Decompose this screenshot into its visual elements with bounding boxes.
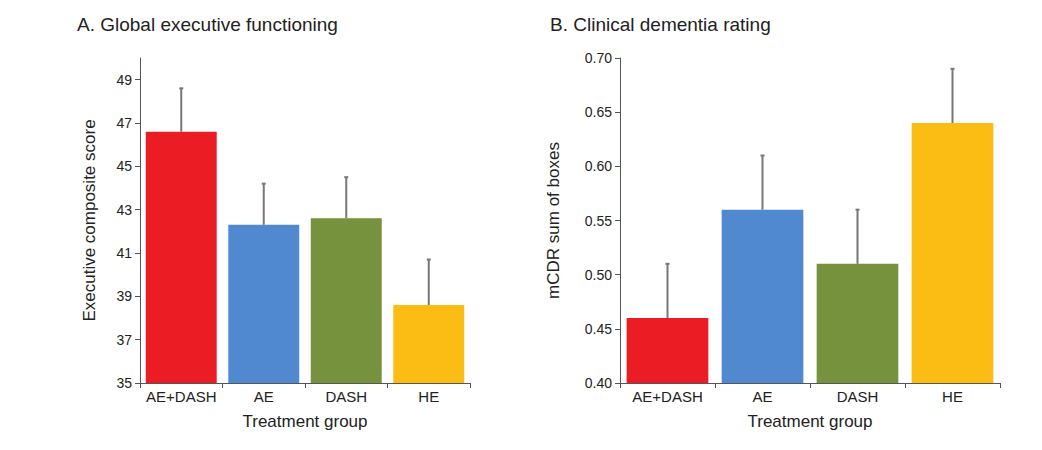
svg-text:43: 43 [116,202,132,218]
svg-text:Treatment group: Treatment group [242,412,367,431]
svg-text:0.45: 0.45 [585,321,612,337]
svg-text:0.55: 0.55 [585,213,612,229]
svg-text:0.40: 0.40 [585,375,612,391]
svg-text:DASH: DASH [325,388,367,405]
svg-text:41: 41 [116,245,132,261]
svg-text:35: 35 [116,375,132,391]
svg-text:Treatment group: Treatment group [747,412,872,431]
svg-text:0.65: 0.65 [585,104,612,120]
svg-text:AE+DASH: AE+DASH [146,388,216,405]
svg-text:45: 45 [116,158,132,174]
svg-text:0.70: 0.70 [585,50,612,66]
svg-text:HE: HE [942,388,963,405]
svg-text:HE: HE [418,388,439,405]
svg-text:Executive composite score: Executive composite score [80,119,99,321]
svg-text:47: 47 [116,115,132,131]
svg-text:B. Clinical dementia rating: B. Clinical dementia rating [550,14,771,35]
svg-text:DASH: DASH [837,388,879,405]
svg-text:0.50: 0.50 [585,267,612,283]
svg-text:A. Global executive functionin: A. Global executive functioning [77,14,338,35]
svg-text:49: 49 [116,72,132,88]
svg-text:37: 37 [116,332,132,348]
svg-text:AE+DASH: AE+DASH [632,388,702,405]
svg-text:0.60: 0.60 [585,158,612,174]
svg-text:mCDR sum of boxes: mCDR sum of boxes [544,142,563,299]
svg-text:AE: AE [254,388,274,405]
svg-text:AE: AE [752,388,772,405]
svg-text:39: 39 [116,288,132,304]
